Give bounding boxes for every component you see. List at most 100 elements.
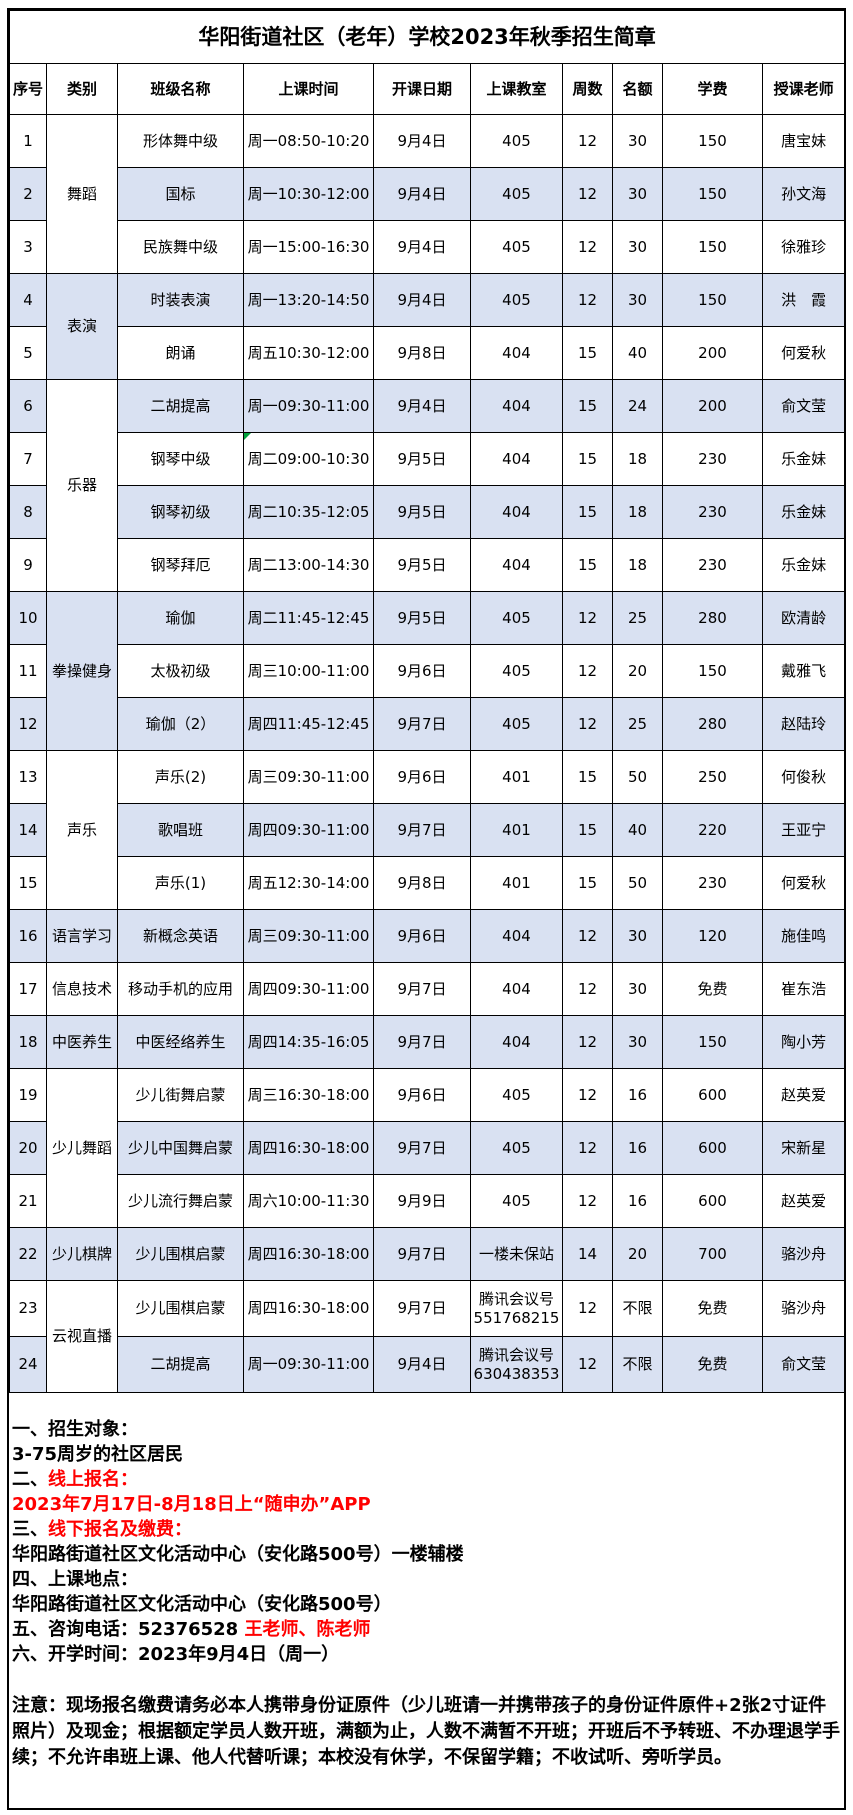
category-cell: 少儿舞蹈	[46, 1068, 118, 1228]
fee-cell: 免费	[662, 1280, 763, 1337]
comment-indicator-icon	[244, 433, 251, 440]
weeks-cell: 15	[562, 803, 613, 857]
room-cell: 404	[470, 1015, 563, 1069]
weeks-cell: 12	[562, 1068, 613, 1122]
fee-cell: 200	[662, 379, 763, 433]
room-cell: 404	[470, 326, 563, 380]
date-cell: 9月4日	[373, 220, 471, 274]
time-cell: 周三09:30-11:00	[243, 909, 374, 963]
quota-cell: 16	[612, 1174, 663, 1228]
time-cell: 周六10:00-11:30	[243, 1174, 374, 1228]
fee-cell: 250	[662, 750, 763, 804]
seq-cell: 23	[9, 1280, 47, 1337]
room-cell: 405	[470, 1068, 563, 1122]
date-cell: 9月7日	[373, 1015, 471, 1069]
fee-cell: 600	[662, 1174, 763, 1228]
quota-cell: 30	[612, 114, 663, 168]
time-cell: 周一09:30-11:00	[243, 379, 374, 433]
time-cell: 周二13:00-14:30	[243, 538, 374, 592]
quota-cell: 16	[612, 1068, 663, 1122]
fee-cell: 120	[662, 909, 763, 963]
seq-cell: 18	[9, 1015, 47, 1069]
category-cell: 拳操健身	[46, 591, 118, 751]
table-row: 12 瑜伽（2） 周四11:45-12:45 9月7日 405 12 25 280 赵陆玲	[9, 697, 846, 751]
time-cell: 周四16:30-18:00	[243, 1121, 374, 1175]
column-header: 名额	[612, 63, 663, 115]
weeks-cell: 12	[562, 1121, 613, 1175]
seq-cell: 3	[9, 220, 47, 274]
footer-text-segment: 四、上课地点：	[12, 1569, 138, 1590]
class-name-cell: 声乐(1)	[117, 856, 244, 910]
table-row: 5 朗诵 周五10:30-12:00 9月8日 404 15 40 200 何爱秋	[9, 326, 846, 380]
quota-cell: 30	[612, 220, 663, 274]
seq-cell: 13	[9, 750, 47, 804]
footer-line: 二、线上报名：	[12, 1467, 840, 1492]
fee-cell: 150	[662, 644, 763, 698]
room-cell: 404	[470, 485, 563, 539]
quota-cell: 40	[612, 326, 663, 380]
teacher-cell: 徐雅珍	[761, 220, 846, 274]
seq-cell: 12	[9, 697, 47, 751]
footer-text-segment: 华阳路街道社区文化活动中心（安化路500号）一楼辅楼	[12, 1544, 464, 1565]
date-cell: 9月7日	[373, 962, 471, 1016]
footer-line: 四、上课地点：	[12, 1567, 840, 1592]
footer-line: 五、咨询电话：52376528 王老师、陈老师	[12, 1617, 840, 1642]
teacher-cell: 崔东浩	[761, 962, 846, 1016]
room-cell: 401	[470, 803, 563, 857]
date-cell: 9月8日	[373, 856, 471, 910]
seq-cell: 15	[9, 856, 47, 910]
time-cell: 周一10:30-12:00	[243, 167, 374, 221]
column-header: 上课时间	[243, 63, 374, 115]
time-cell: 周二09:00-10:30	[243, 432, 374, 486]
teacher-cell: 唐宝妹	[761, 114, 846, 168]
seq-cell: 4	[9, 273, 47, 327]
weeks-cell: 12	[562, 962, 613, 1016]
date-cell: 9月4日	[373, 167, 471, 221]
quota-cell: 不限	[612, 1336, 663, 1393]
weeks-cell: 15	[562, 485, 613, 539]
schedule-table: 华阳街道社区（老年）学校2023年秋季招生简章 序号 类别 班级名称 上课时间 开课日期上…	[8, 10, 846, 1393]
quota-cell: 24	[612, 379, 663, 433]
room-cell: 405	[470, 1121, 563, 1175]
seq-cell: 24	[9, 1336, 47, 1393]
teacher-cell: 俞文莹	[761, 379, 846, 433]
class-name-cell: 声乐(2)	[117, 750, 244, 804]
class-name-cell: 民族舞中级	[117, 220, 244, 274]
date-cell: 9月9日	[373, 1174, 471, 1228]
table-row: 22 少儿棋牌 少儿围棋启蒙 周四16:30-18:00 9月7日 一楼未保站 14 20 70…	[9, 1227, 846, 1281]
weeks-cell: 12	[562, 644, 613, 698]
seq-cell: 10	[9, 591, 47, 645]
quota-cell: 20	[612, 644, 663, 698]
footer-spacer	[12, 1667, 840, 1693]
teacher-cell: 赵陆玲	[761, 697, 846, 751]
room-cell: 404	[470, 379, 563, 433]
footer-line: 2023年7月17日-8月18日上“随申办”APP	[12, 1492, 840, 1517]
column-header: 序号	[9, 63, 47, 115]
table-row: 19 少儿舞蹈 少儿街舞启蒙 周三16:30-18:00 9月6日 405 12 16 600 赵…	[9, 1068, 846, 1228]
class-name-cell: 时装表演	[117, 273, 244, 327]
column-header: 类别	[46, 63, 118, 115]
time-cell: 周一09:30-11:00	[243, 1336, 374, 1393]
date-cell: 9月6日	[373, 644, 471, 698]
category-cell: 中医养生	[46, 1015, 118, 1069]
table-row: 3 民族舞中级 周一15:00-16:30 9月4日 405 12 30 150 徐雅珍	[9, 220, 846, 274]
weeks-cell: 15	[562, 326, 613, 380]
date-cell: 9月6日	[373, 1068, 471, 1122]
teacher-cell: 宋新星	[761, 1121, 846, 1175]
time-cell: 周五12:30-14:00	[243, 856, 374, 910]
class-name-cell: 形体舞中级	[117, 114, 244, 168]
notice-paragraph: 注意：现场报名缴费请务必本人携带身份证原件（少儿班请一并携带孩子的身份证件原件+…	[12, 1695, 840, 1768]
table-row: 20 少儿中国舞启蒙 周四16:30-18:00 9月7日 405 12 16 600 宋新星	[9, 1121, 846, 1175]
column-header: 周数	[562, 63, 613, 115]
footer-text-segment: 二、	[12, 1469, 48, 1490]
teacher-cell: 骆沙舟	[761, 1227, 846, 1281]
teacher-cell: 施佳鸣	[761, 909, 846, 963]
date-cell: 9月6日	[373, 750, 471, 804]
weeks-cell: 12	[562, 114, 613, 168]
table-row: 11 太极初级 周三10:00-11:00 9月6日 405 12 20 150 戴雅飞	[9, 644, 846, 698]
title-row: 华阳街道社区（老年）学校2023年秋季招生简章	[8, 10, 846, 64]
fee-cell: 600	[662, 1121, 763, 1175]
room-cell: 405	[470, 644, 563, 698]
teacher-cell: 何爱秋	[761, 856, 846, 910]
class-name-cell: 钢琴初级	[117, 485, 244, 539]
